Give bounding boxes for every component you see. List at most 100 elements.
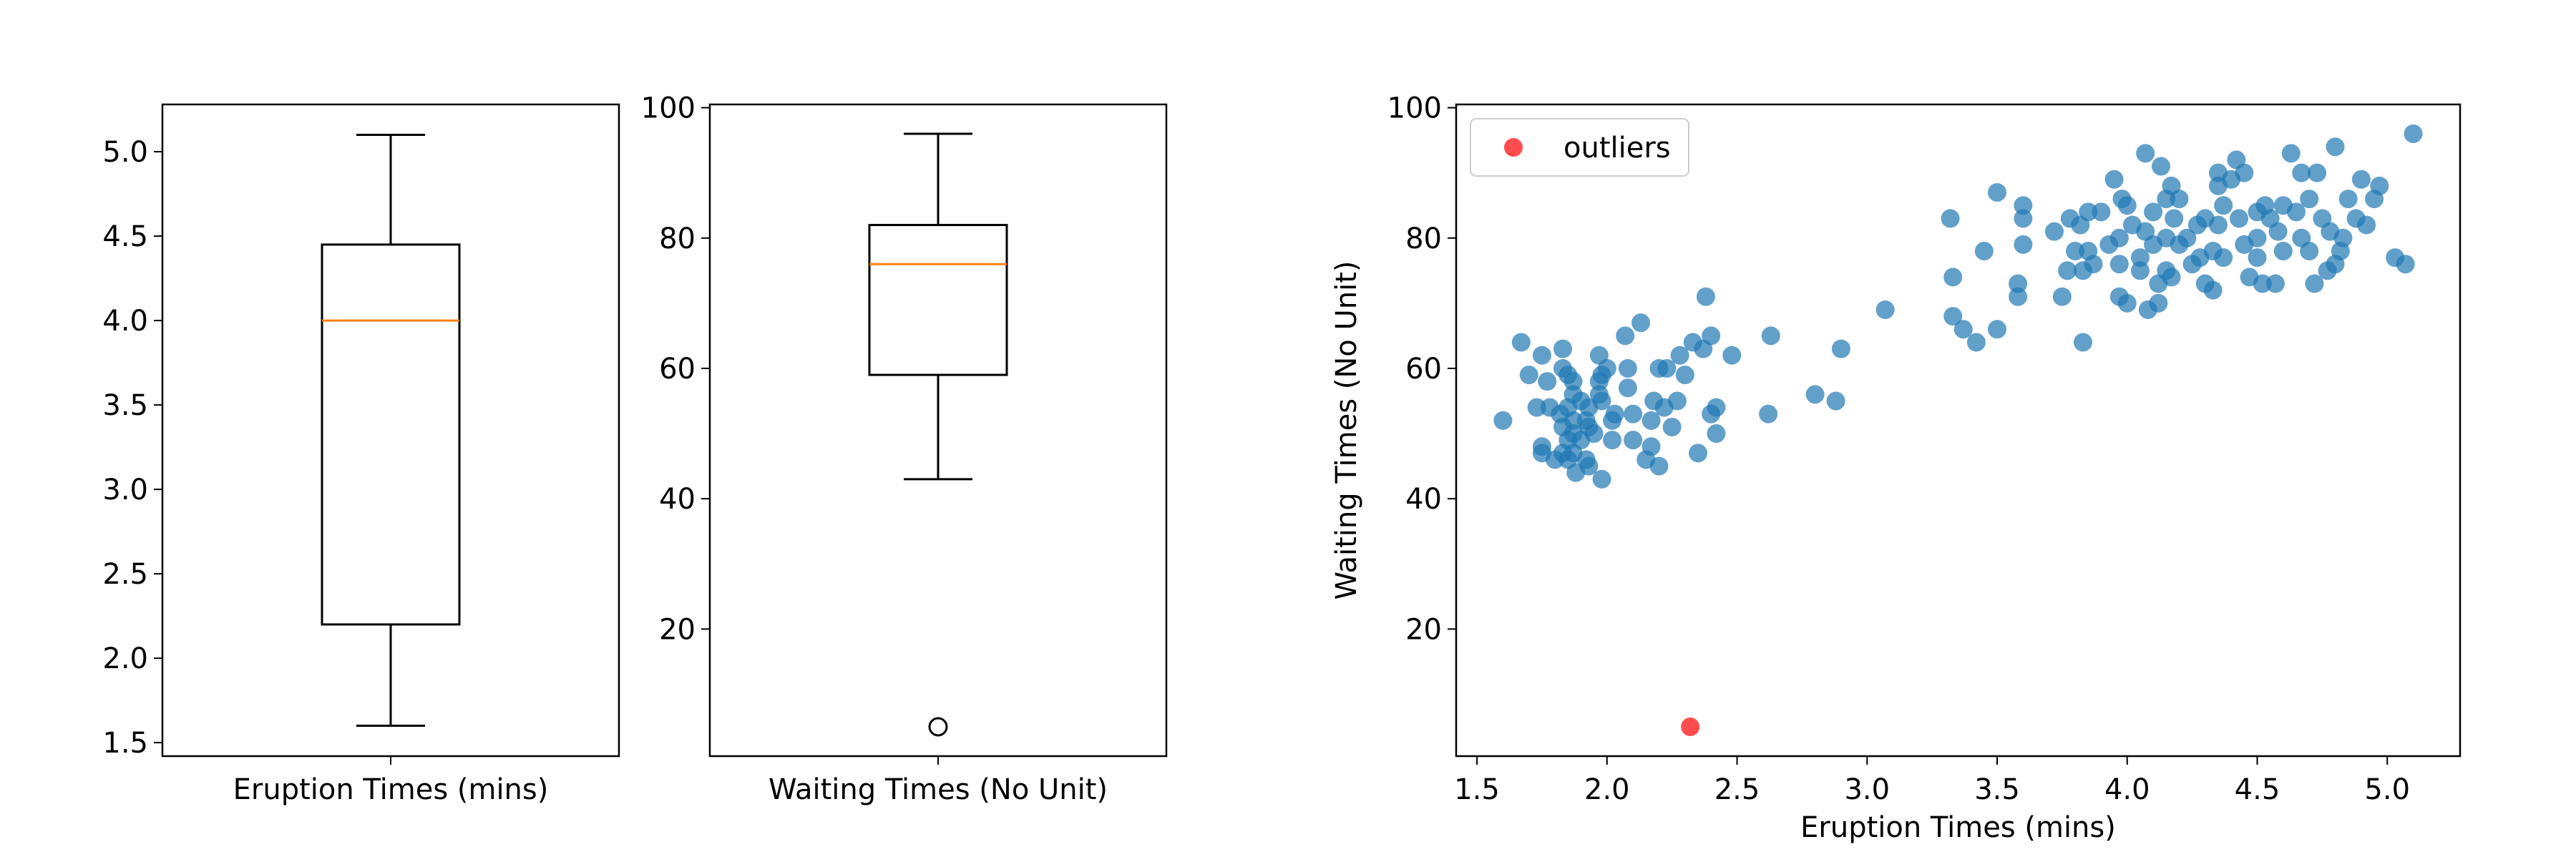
data-point	[2248, 228, 2267, 248]
data-point	[1493, 411, 1513, 430]
y-tick-label: 3.0	[102, 474, 148, 506]
data-point	[2052, 287, 2072, 306]
y-tick-label: 80	[1405, 222, 1442, 255]
data-point	[2326, 137, 2345, 157]
data-point	[2308, 163, 2327, 182]
y-tick-label: 4.0	[102, 305, 148, 338]
data-point	[2058, 261, 2077, 280]
data-point	[1657, 358, 1677, 378]
x-tick-label: 4.0	[2104, 773, 2150, 806]
data-point	[2273, 241, 2293, 260]
y-tick-label: 3.5	[102, 389, 148, 422]
data-point	[1667, 391, 1687, 411]
x-tick-label: 3.0	[1844, 773, 1890, 806]
legend-box	[1470, 118, 1689, 177]
data-point	[1761, 326, 1780, 346]
data-point	[1670, 346, 1689, 365]
legend-label-outliers: outliers	[1563, 132, 1671, 165]
data-point	[2117, 196, 2137, 215]
data-point	[2370, 176, 2389, 195]
data-point	[1826, 391, 1845, 411]
data-point	[2214, 248, 2233, 268]
data-point	[1519, 366, 1538, 385]
data-point	[1618, 378, 1637, 398]
y-tick-label: 5.0	[102, 136, 148, 169]
data-point	[1616, 326, 1635, 346]
data-point	[1675, 366, 1694, 385]
data-point	[2203, 280, 2223, 300]
data-point	[1563, 411, 1583, 430]
data-point	[2130, 248, 2150, 268]
data-point	[2092, 202, 2111, 222]
data-point	[1592, 391, 1611, 411]
data-point	[2214, 196, 2233, 215]
x-tick-label: Waiting Times (No Unit)	[769, 773, 1108, 806]
data-point	[2165, 209, 2184, 228]
interquartile-box	[321, 243, 461, 626]
data-point	[2109, 228, 2129, 248]
data-point	[2117, 293, 2137, 313]
data-point	[2152, 157, 2171, 176]
data-point	[1988, 182, 2007, 202]
x-tick-label: 5.0	[2364, 773, 2410, 806]
data-point	[2404, 124, 2423, 143]
data-point	[2104, 170, 2124, 189]
data-point	[1943, 268, 1963, 287]
y-tick-label: 2.0	[102, 642, 148, 675]
data-point	[2305, 274, 2324, 293]
x-axis-label: Eruption Times (mins)	[1800, 811, 2116, 844]
eruption-boxplot: 1.5 2.0 2.5 3.0 3.5 4.0 4.5 5.0 Eruption Times (…	[102, 103, 620, 806]
y-tick-label: 4.5	[102, 220, 148, 253]
y-tick-label: 100	[1387, 92, 1442, 125]
data-point	[2149, 293, 2168, 313]
data-point	[2338, 190, 2358, 209]
data-point	[2066, 241, 2085, 260]
data-point	[2300, 190, 2319, 209]
data-point	[1941, 209, 1960, 228]
axes-frame	[1455, 103, 2462, 758]
y-tick-label: 80	[659, 222, 696, 255]
data-point	[2079, 202, 2098, 222]
data-point	[1875, 300, 1895, 319]
data-point	[2084, 255, 2103, 274]
data-point	[2333, 228, 2353, 248]
data-point	[2109, 255, 2129, 274]
data-point	[1953, 320, 1973, 339]
data-point	[1553, 339, 1573, 358]
y-tick-label: 60	[659, 353, 696, 386]
data-point	[2292, 163, 2311, 182]
data-point	[1603, 431, 1622, 450]
y-tick-label: 1.5	[102, 727, 148, 760]
data-point	[1538, 372, 1557, 391]
data-point	[1532, 346, 1551, 365]
data-point	[2248, 248, 2267, 268]
x-tick-label: 1.5	[1454, 773, 1500, 806]
data-point	[2268, 222, 2288, 241]
data-point	[2235, 163, 2254, 182]
data-point	[1631, 313, 1651, 333]
data-point	[1592, 469, 1611, 489]
data-point	[2253, 274, 2272, 293]
data-point	[2014, 235, 2033, 254]
waiting-boxplot: 20 40 60 80 100 Waiting Times (No Unit)	[641, 92, 1168, 806]
data-point	[2130, 261, 2150, 280]
data-point	[2073, 333, 2092, 352]
interquartile-box	[868, 224, 1008, 376]
data-point	[1563, 372, 1583, 391]
y-tick-label: 20	[1405, 613, 1442, 646]
data-point	[1662, 417, 1682, 436]
legend: outliers	[1470, 118, 1689, 177]
y-tick-label: 100	[641, 92, 696, 125]
data-point	[1974, 241, 1994, 260]
data-point	[1805, 385, 1825, 404]
x-tick-label: 2.5	[1714, 773, 1760, 806]
data-point	[2014, 209, 2033, 228]
data-point	[2396, 255, 2415, 274]
x-tick-label: Eruption Times (mins)	[233, 773, 549, 806]
x-tick-label: 3.5	[1974, 773, 2020, 806]
data-point	[1641, 411, 1661, 430]
legend-marker-outliers	[1504, 138, 1523, 157]
data-point	[2009, 274, 2028, 293]
data-point	[2162, 268, 2181, 287]
data-point	[1689, 444, 1708, 463]
